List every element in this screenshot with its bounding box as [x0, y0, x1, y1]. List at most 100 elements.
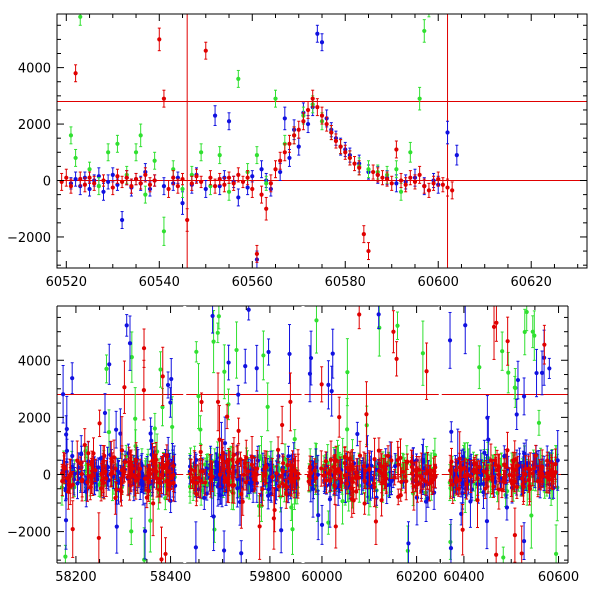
- data-point: [327, 497, 333, 502]
- data-point: [491, 468, 496, 473]
- data-point: [106, 150, 111, 155]
- data-point: [280, 469, 286, 474]
- data-point: [236, 392, 241, 397]
- data-point: [198, 449, 203, 455]
- data-point: [217, 437, 222, 442]
- data-point: [108, 472, 113, 477]
- data-point: [278, 169, 283, 175]
- data-point: [319, 40, 325, 45]
- data-point: [204, 491, 209, 496]
- data-point: [149, 438, 154, 443]
- data-point: [215, 330, 220, 335]
- data-point: [347, 155, 352, 161]
- data-point: [215, 460, 220, 465]
- data-point: [374, 495, 379, 500]
- data-point: [142, 557, 147, 562]
- data-point: [408, 150, 413, 155]
- data-point: [67, 474, 72, 479]
- data-point: [532, 333, 537, 338]
- data-point: [345, 427, 350, 432]
- data-point: [217, 153, 222, 158]
- data-point: [454, 153, 459, 158]
- data-point: [264, 206, 269, 211]
- data-point: [403, 182, 408, 187]
- data-point: [389, 181, 394, 186]
- data-point: [212, 113, 218, 118]
- data-point: [115, 141, 120, 146]
- data-point: [165, 461, 170, 467]
- data-point: [288, 468, 293, 473]
- data-point: [122, 385, 127, 390]
- data-point: [236, 195, 241, 200]
- data-point: [161, 229, 167, 234]
- data-point: [502, 453, 507, 459]
- data-point: [254, 251, 260, 256]
- data-point: [226, 119, 232, 124]
- data-point: [203, 480, 208, 485]
- data-point: [305, 121, 311, 127]
- data-point: [165, 382, 171, 388]
- data-point: [129, 184, 134, 189]
- data-point: [371, 169, 376, 175]
- data-point: [394, 167, 399, 172]
- data-point: [203, 48, 208, 53]
- data-point: [226, 189, 232, 194]
- data-point: [87, 175, 92, 180]
- data-point: [427, 3, 431, 7]
- data-point: [314, 318, 319, 323]
- data-point: [521, 394, 527, 399]
- data-point: [104, 366, 109, 372]
- data-point: [330, 351, 335, 356]
- data-point: [96, 535, 101, 541]
- data-point: [163, 551, 168, 557]
- data-point: [63, 554, 68, 559]
- data-point: [264, 181, 269, 186]
- data-point: [180, 186, 185, 192]
- data-point: [64, 432, 69, 437]
- data-point: [282, 150, 287, 155]
- data-point: [194, 174, 199, 179]
- data-point: [210, 313, 215, 319]
- data-point: [115, 174, 120, 179]
- data-point: [64, 426, 69, 432]
- data-point: [395, 323, 400, 328]
- data-point: [146, 470, 151, 475]
- data-point: [68, 133, 74, 138]
- data-point: [119, 217, 125, 223]
- data-point: [226, 360, 231, 365]
- series-green: [59, 306, 560, 563]
- data-point: [261, 353, 266, 358]
- top-plot-frame: [56, 13, 588, 269]
- data-point: [333, 138, 339, 144]
- data-point: [255, 458, 261, 463]
- data-point: [421, 459, 426, 464]
- data-point: [160, 405, 165, 410]
- data-point: [266, 349, 271, 355]
- data-point: [199, 150, 204, 155]
- data-point: [78, 177, 83, 182]
- data-point: [506, 370, 511, 375]
- data-point: [316, 513, 321, 518]
- data-point: [82, 182, 87, 187]
- data-point: [329, 130, 334, 135]
- data-point: [129, 355, 134, 360]
- data-point: [366, 248, 371, 254]
- data-point: [211, 339, 216, 344]
- data-point: [101, 178, 106, 183]
- data-point: [384, 177, 390, 182]
- data-point: [394, 181, 399, 186]
- data-point: [222, 182, 227, 187]
- data-point: [157, 476, 162, 481]
- data-point: [445, 130, 450, 135]
- data-point: [234, 460, 240, 465]
- data-point: [113, 495, 118, 501]
- data-point: [329, 389, 334, 394]
- y-tick-label: 4000: [18, 62, 51, 77]
- data-point: [198, 427, 203, 432]
- data-point: [485, 415, 490, 420]
- data-point: [254, 153, 260, 158]
- data-point: [398, 189, 404, 194]
- data-point: [412, 179, 418, 185]
- top-plot-area: [57, 3, 587, 268]
- data-point: [124, 175, 129, 180]
